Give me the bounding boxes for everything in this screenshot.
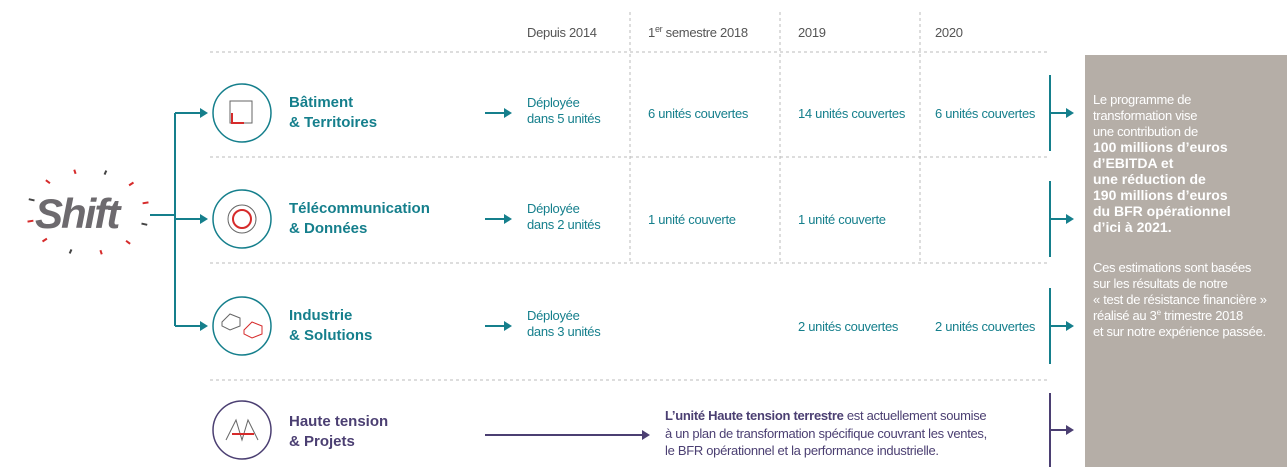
row-icon (212, 296, 272, 356)
arrow-head (642, 430, 650, 440)
icon-shape (227, 204, 257, 234)
summary-highlight: d’ici à 2021. (1093, 219, 1172, 235)
icon-shape (225, 418, 259, 442)
logo-tick (103, 170, 108, 175)
summary-note-part: trimestre 2018 (1161, 308, 1243, 323)
logo-tick (141, 222, 148, 226)
logo-tick (28, 198, 35, 202)
icon-shape (221, 313, 241, 331)
arrow-head (200, 214, 208, 224)
column-header-part: semestre 2018 (662, 25, 747, 40)
column-header: 2019 (798, 25, 826, 40)
summary-text: Le programme de (1093, 92, 1191, 107)
row-label: & Projets (289, 433, 355, 450)
row-icon (212, 83, 272, 143)
summary-text: une contribution de (1093, 124, 1198, 139)
coverage-cell: 2 unités couvertes (935, 319, 1036, 334)
logo-tick (128, 181, 135, 187)
deployed-text: dans 2 unités (527, 217, 601, 232)
deployed-text: Déployée (527, 308, 580, 323)
row-icon (212, 189, 272, 249)
summary-highlight: du BFR opérationnel (1093, 203, 1231, 219)
note-line: L’unité Haute tension terrestre est actu… (665, 408, 986, 423)
deployed-text: dans 3 unités (527, 324, 601, 339)
arrow-head (504, 108, 512, 118)
icon-shape (243, 321, 263, 339)
arrow-head (504, 321, 512, 331)
column-header: 1er semestre 2018 (648, 24, 748, 40)
arrow-head (1066, 214, 1074, 224)
column-header-sup: er (655, 24, 663, 34)
deployed-text: dans 5 unités (527, 111, 601, 126)
icon-shape (232, 209, 252, 229)
logo-tick (99, 249, 103, 255)
coverage-cell: 2 unités couvertes (798, 319, 899, 334)
arrow-head (1066, 108, 1074, 118)
summary-highlight: 100 millions d’euros (1093, 139, 1228, 155)
arrow-head (200, 108, 208, 118)
logo-tick (73, 169, 77, 175)
summary-highlight: une réduction de (1093, 171, 1206, 187)
summary-highlight: 190 millions d’euros (1093, 187, 1228, 203)
column-header: Depuis 2014 (527, 25, 597, 40)
row-label: Haute tension (289, 413, 388, 430)
note-line: à un plan de transformation spécifique c… (665, 426, 987, 441)
summary-box (1085, 55, 1287, 467)
logo-tick (125, 239, 131, 245)
logo: Shift (35, 190, 122, 237)
row-label: Bâtiment (289, 94, 353, 111)
note-line: le BFR opérationnel et la performance in… (665, 443, 939, 458)
column-header: 2020 (935, 25, 963, 40)
summary-note: sur les résultats de notre (1093, 276, 1228, 291)
coverage-cell: 1 unité couverte (798, 212, 886, 227)
logo-tick (68, 249, 73, 254)
row-label: & Solutions (289, 327, 372, 344)
logo-tick (27, 219, 34, 223)
logo-tick (41, 237, 48, 243)
arrow-head (1066, 321, 1074, 331)
summary-note: et sur notre expérience passée. (1093, 324, 1266, 339)
arrow-head (1066, 425, 1074, 435)
summary-note-part: réalisé au 3 (1093, 308, 1157, 323)
summary-note-sup: e (1157, 308, 1162, 317)
coverage-cell: 14 unités couvertes (798, 106, 906, 121)
arrow-head (200, 321, 208, 331)
coverage-cell: 6 unités couvertes (935, 106, 1036, 121)
logo-tick (142, 201, 149, 205)
row-label: & Données (289, 220, 367, 237)
note-part: est actuellement soumise (844, 408, 987, 423)
deployed-text: Déployée (527, 95, 580, 110)
logo-tick (45, 179, 51, 185)
row-label: Industrie (289, 307, 352, 324)
summary-note: réalisé au 3e trimestre 2018 (1093, 308, 1243, 323)
summary-text: transformation vise (1093, 108, 1197, 123)
row-label: & Territoires (289, 114, 377, 131)
deployed-text: Déployée (527, 201, 580, 216)
row-icon (212, 400, 272, 460)
column-header-part: 1 (648, 25, 655, 40)
icon-shape (231, 113, 244, 124)
note-bold: L’unité Haute tension terrestre (665, 408, 844, 423)
summary-highlight: d’EBITDA et (1093, 155, 1174, 171)
coverage-cell: 1 unité couverte (648, 212, 736, 227)
coverage-cell: 6 unités couvertes (648, 106, 749, 121)
summary-note: « test de résistance financière » (1093, 292, 1267, 307)
row-label: Télécommunication (289, 200, 430, 217)
arrow-head (504, 214, 512, 224)
summary-note: Ces estimations sont basées (1093, 260, 1252, 275)
